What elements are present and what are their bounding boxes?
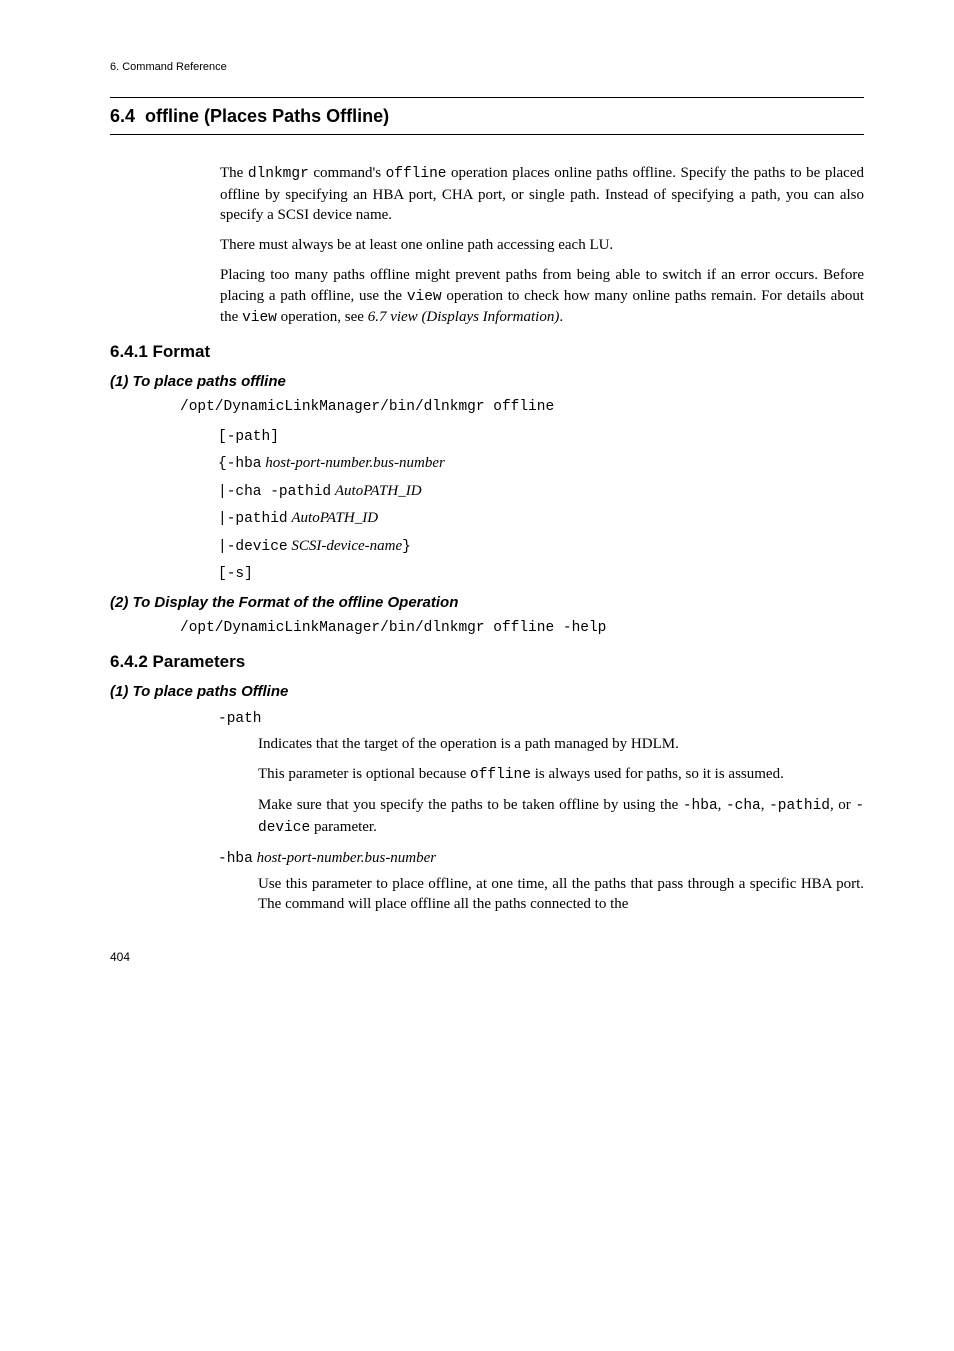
parameters-heading: 6.4.2 Parameters (110, 651, 864, 674)
format-heading: 6.4.1 Format (110, 341, 864, 364)
code-inline: [-path] (218, 429, 279, 445)
param-hba-desc1: Use this parameter to place offline, at … (258, 874, 864, 915)
code-inline: -hba (218, 851, 253, 867)
arg-italic: AutoPATH_ID (335, 483, 422, 499)
command-line: /opt/DynamicLinkManager/bin/dlnkmgr offl… (180, 398, 864, 418)
intro-p1: The dlnkmgr command's offline operation … (220, 163, 864, 225)
code-inline: dlnkmgr (248, 166, 309, 182)
text: operation, see (277, 309, 368, 325)
opt-pathid: |-pathid AutoPATH_ID (218, 508, 864, 530)
intro-block: The dlnkmgr command's offline operation … (220, 163, 864, 329)
sub2-heading: (2) To Display the Format of the offline… (110, 593, 864, 613)
text: is always used for paths, so it is assum… (531, 766, 784, 782)
param-path-term: -path (218, 708, 864, 730)
arg-italic: SCSI-device-name (291, 538, 402, 554)
sub1-heading: (1) To place paths offline (110, 372, 864, 392)
text: , (718, 797, 726, 813)
text: . (559, 309, 563, 325)
opt-cha: |-cha -pathid AutoPATH_ID (218, 481, 864, 503)
page-number: 404 (110, 949, 864, 965)
opt-hba: {-hba host-port-number.bus-number (218, 453, 864, 475)
text: Make sure that you specify the paths to … (258, 797, 683, 813)
param-path-desc2: This parameter is optional because offli… (258, 764, 864, 786)
code-inline: offline (386, 166, 447, 182)
code-inline: view (242, 310, 277, 326)
opt-s: [-s] (218, 563, 864, 585)
param-path-desc1: Indicates that the target of the operati… (258, 734, 864, 754)
section-title-wrap: 6.4 offline (Places Paths Offline) (110, 97, 864, 135)
code-inline: |-device (218, 539, 288, 555)
code-inline: view (407, 289, 442, 305)
text: , (761, 797, 769, 813)
code-inline: -hba (683, 798, 718, 814)
text: The (220, 165, 248, 181)
cross-ref: 6.7 view (Displays Information) (368, 309, 560, 325)
title-number: 6.4 (110, 106, 135, 126)
param-path-desc3: Make sure that you specify the paths to … (258, 795, 864, 838)
text: parameter. (310, 819, 377, 835)
running-head: 6. Command Reference (110, 60, 864, 75)
opt-path: [-path] (218, 426, 864, 448)
arg-italic: AutoPATH_ID (291, 510, 378, 526)
code-inline: -pathid (769, 798, 830, 814)
text: This parameter is optional because (258, 766, 470, 782)
code-inline: |-pathid (218, 511, 288, 527)
code-inline: } (402, 539, 411, 555)
code-inline: {-hba (218, 456, 262, 472)
text: command's (309, 165, 386, 181)
sub3-heading: (1) To place paths Offline (110, 682, 864, 702)
opt-device: |-device SCSI-device-name} (218, 536, 864, 558)
title-text: offline (Places Paths Offline) (145, 106, 389, 126)
param-hba-term: -hba host-port-number.bus-number (218, 848, 864, 870)
code-inline: -cha (726, 798, 761, 814)
code-inline: -path (218, 711, 262, 727)
intro-p3: Placing too many paths offline might pre… (220, 265, 864, 328)
code-inline: offline (470, 767, 531, 783)
code-inline: [-s] (218, 566, 253, 582)
intro-p2: There must always be at least one online… (220, 235, 864, 255)
command-line-help: /opt/DynamicLinkManager/bin/dlnkmgr offl… (180, 619, 864, 639)
arg-italic: host-port-number.bus-number (257, 850, 437, 866)
code-inline: |-cha -pathid (218, 484, 331, 500)
arg-italic: host-port-number.bus-number (265, 455, 445, 471)
text: , or (830, 797, 855, 813)
section-title: 6.4 offline (Places Paths Offline) (110, 104, 864, 128)
